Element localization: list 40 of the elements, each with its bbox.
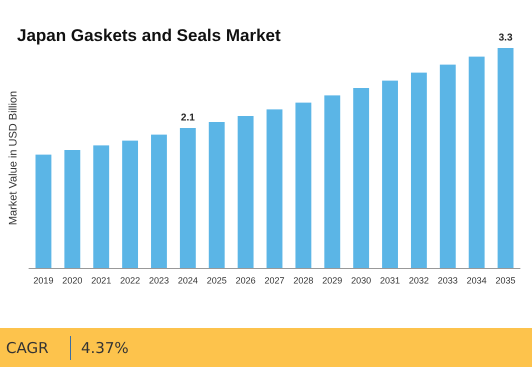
bar	[382, 80, 398, 268]
bar	[122, 140, 138, 268]
bar	[93, 145, 110, 268]
x-tick-label: 2032	[408, 276, 429, 286]
y-axis-title: Market Value in USD Billion	[8, 90, 20, 226]
text: 4.37%	[81, 338, 129, 356]
x-tick-label: 2020	[62, 276, 82, 286]
data-label: 3.3	[498, 32, 513, 44]
x-tick-label: 2022	[120, 276, 140, 286]
bar	[266, 109, 282, 268]
x-tick-label: 2027	[264, 276, 285, 286]
bar	[468, 56, 485, 268]
x-tick-label: 2029	[322, 276, 342, 286]
bar	[410, 72, 427, 268]
bar	[180, 128, 196, 268]
x-tick-label: 2021	[91, 276, 112, 286]
bar	[440, 64, 456, 268]
x-tick-label: 2033	[438, 276, 458, 286]
x-tick-label: 2028	[293, 276, 314, 286]
chart-title: Japan Gaskets and Seals Market	[17, 26, 281, 45]
bar	[64, 150, 80, 268]
x-tick-label: 2030	[351, 276, 372, 286]
x-tick-label: 2019	[33, 276, 54, 286]
x-tick-label: 2035	[496, 276, 516, 286]
x-tick-label: 2026	[236, 276, 256, 286]
bar	[238, 116, 254, 268]
bar	[36, 154, 52, 268]
bar	[208, 122, 225, 268]
x-tick-label: 2023	[148, 276, 169, 286]
text: CAGR	[5, 338, 50, 356]
x-tick-label: 2024	[178, 276, 198, 286]
bar	[295, 102, 312, 268]
x-tick-label: 2025	[206, 276, 227, 286]
bar	[151, 134, 167, 268]
data-label: 2.1	[180, 112, 196, 124]
bar	[353, 88, 370, 268]
x-tick-label: 2031	[380, 276, 400, 286]
bar	[324, 95, 340, 268]
x-tick-label: 2034	[466, 276, 487, 286]
bar	[498, 48, 514, 268]
